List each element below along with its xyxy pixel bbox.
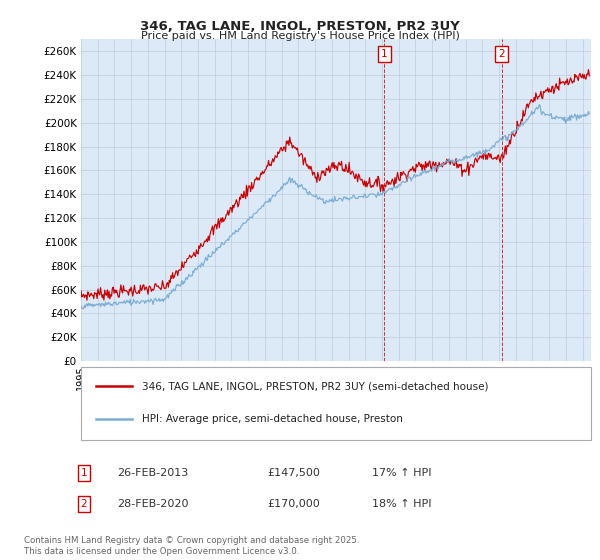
Text: £170,000: £170,000 (267, 499, 320, 509)
Text: 346, TAG LANE, INGOL, PRESTON, PR2 3UY (semi-detached house): 346, TAG LANE, INGOL, PRESTON, PR2 3UY (… (142, 381, 488, 391)
Text: 346, TAG LANE, INGOL, PRESTON, PR2 3UY: 346, TAG LANE, INGOL, PRESTON, PR2 3UY (140, 20, 460, 32)
Text: Contains HM Land Registry data © Crown copyright and database right 2025.
This d: Contains HM Land Registry data © Crown c… (24, 536, 359, 556)
Text: 17% ↑ HPI: 17% ↑ HPI (372, 468, 431, 478)
Text: 1: 1 (381, 49, 388, 59)
Text: 1: 1 (80, 468, 88, 478)
Text: £147,500: £147,500 (267, 468, 320, 478)
Text: 18% ↑ HPI: 18% ↑ HPI (372, 499, 431, 509)
Text: HPI: Average price, semi-detached house, Preston: HPI: Average price, semi-detached house,… (142, 414, 403, 424)
Text: 26-FEB-2013: 26-FEB-2013 (117, 468, 188, 478)
Text: 2: 2 (498, 49, 505, 59)
Text: Price paid vs. HM Land Registry's House Price Index (HPI): Price paid vs. HM Land Registry's House … (140, 31, 460, 41)
Text: 2: 2 (80, 499, 88, 509)
Text: 28-FEB-2020: 28-FEB-2020 (117, 499, 188, 509)
